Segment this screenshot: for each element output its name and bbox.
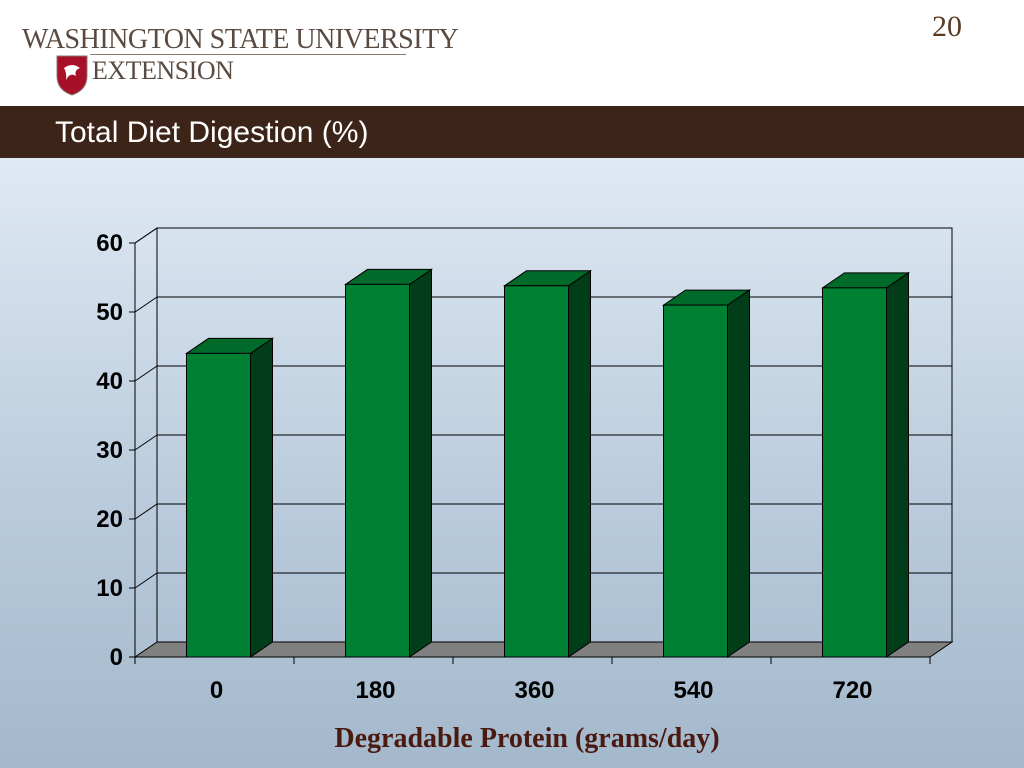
- title-bar: [0, 106, 1024, 158]
- bar-540: [661, 289, 752, 658]
- gridline-side: [134, 503, 158, 520]
- gridline-side: [134, 572, 158, 589]
- bar-side: [886, 271, 909, 658]
- bar-180: [343, 268, 434, 658]
- bar-360: [502, 269, 593, 658]
- y-tick-label: 60: [96, 230, 123, 257]
- x-axis-label: Degradable Protein (grams/day): [334, 723, 719, 754]
- y-tick-label: 20: [96, 506, 123, 533]
- x-tick-label: 360: [514, 677, 554, 704]
- y-tick-label: 30: [96, 437, 123, 464]
- gridline-side: [134, 434, 158, 451]
- bar-side: [568, 269, 591, 658]
- chart-bars: [184, 268, 911, 658]
- bar-front: [345, 283, 410, 658]
- header: WASHINGTON STATE UNIVERSITY EXTENSION 20: [0, 0, 1024, 106]
- y-tick-label: 10: [96, 575, 123, 602]
- bar-side: [409, 268, 432, 658]
- chart-axes: [129, 227, 931, 664]
- bar-front: [504, 285, 569, 658]
- bar-720: [820, 271, 911, 658]
- page-number: 20: [932, 10, 962, 43]
- slide-title: Total Diet Digestion (%): [55, 116, 369, 149]
- bar-front: [663, 304, 728, 658]
- logo-university-name: WASHINGTON STATE UNIVERSITY: [22, 24, 459, 55]
- y-axis-top: [134, 227, 158, 244]
- gridline-side: [134, 365, 158, 382]
- bar-side: [250, 337, 273, 658]
- logo-divider: [90, 54, 406, 55]
- bar-side: [727, 289, 750, 658]
- y-tick-label: 50: [96, 299, 123, 326]
- logo-extension: EXTENSION: [92, 56, 234, 85]
- bar-0: [184, 337, 275, 658]
- y-tick-label: 0: [110, 644, 123, 671]
- x-tick-label: 180: [355, 677, 395, 704]
- bar-front: [186, 352, 251, 658]
- cougar-crest-icon: [56, 55, 88, 96]
- x-tick-labels: 0 180 360 540 720: [210, 677, 873, 704]
- bar-front: [822, 287, 887, 658]
- gridline-side: [134, 296, 158, 313]
- x-tick-label: 540: [673, 677, 713, 704]
- x-tick-label: 720: [832, 677, 872, 704]
- x-tick-label: 0: [210, 677, 223, 704]
- y-tick-label: 40: [96, 368, 123, 395]
- y-tick-labels: 0 10 20 30 40 50 60: [96, 230, 123, 671]
